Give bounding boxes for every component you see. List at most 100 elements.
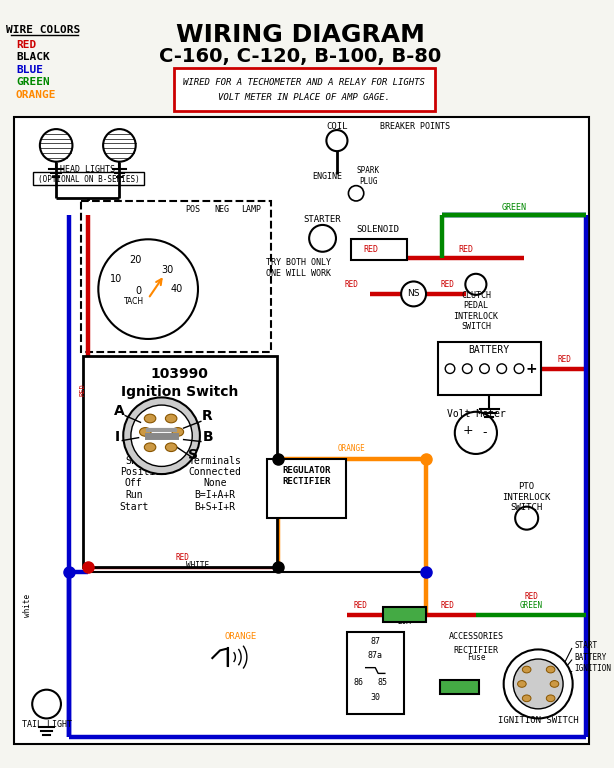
Text: RED: RED [524, 591, 538, 601]
Text: Off: Off [125, 478, 142, 488]
Text: RED: RED [557, 355, 571, 364]
Text: TAIL LIGHT: TAIL LIGHT [21, 720, 72, 729]
Text: 87a: 87a [368, 651, 383, 660]
Text: +: + [463, 425, 473, 438]
Text: CLUTCH
PEDAL
INTERLOCK
SWITCH: CLUTCH PEDAL INTERLOCK SWITCH [453, 291, 499, 331]
Text: BATTERY: BATTERY [575, 653, 607, 662]
Text: -: - [482, 426, 487, 439]
Text: SPARK
PLUG: SPARK PLUG [357, 167, 380, 186]
Text: B=I+A+R: B=I+A+R [195, 490, 236, 500]
Ellipse shape [172, 428, 184, 436]
Text: BLACK: BLACK [16, 52, 50, 62]
Bar [267, 458, 346, 518]
Text: Terminals
Connected: Terminals Connected [188, 455, 242, 477]
Text: 30: 30 [370, 694, 380, 702]
Text: WIRING DIAGRAM: WIRING DIAGRAM [176, 23, 425, 47]
Text: RED: RED [459, 245, 474, 253]
Text: 40: 40 [171, 284, 183, 294]
Text: white: white [23, 594, 32, 617]
Text: 20A: 20A [453, 682, 467, 691]
Text: RED: RED [79, 383, 85, 396]
Bar [351, 240, 407, 260]
Ellipse shape [139, 428, 151, 436]
Text: GREEN: GREEN [16, 77, 50, 87]
Text: Start: Start [119, 502, 149, 512]
Text: Volt Meter: Volt Meter [446, 409, 505, 419]
Circle shape [401, 281, 426, 306]
Ellipse shape [144, 414, 156, 423]
Text: WIRED FOR A TECHOMETER AND A RELAY FOR LIGHTS: WIRED FOR A TECHOMETER AND A RELAY FOR L… [184, 78, 426, 87]
Text: RED: RED [16, 40, 36, 50]
Text: BATTERY: BATTERY [468, 346, 510, 356]
Text: 85: 85 [378, 678, 388, 687]
Ellipse shape [144, 443, 156, 452]
Text: STARTER: STARTER [304, 215, 341, 224]
Circle shape [32, 690, 61, 718]
Circle shape [513, 659, 563, 709]
Bar [438, 342, 541, 395]
Bar [383, 607, 426, 621]
Text: IGNITION SWITCH: IGNITION SWITCH [498, 717, 578, 725]
Bar [440, 680, 479, 694]
Text: ORANGE: ORANGE [338, 444, 365, 453]
Text: Ignition Switch: Ignition Switch [121, 385, 238, 399]
Text: ACCESSORIES: ACCESSORIES [448, 632, 503, 641]
Ellipse shape [518, 680, 526, 687]
Text: TACH: TACH [123, 296, 144, 306]
Text: Run: Run [125, 490, 142, 500]
Text: 0: 0 [136, 286, 142, 296]
Text: ENGINE: ENGINE [313, 172, 343, 181]
Text: COIL: COIL [326, 122, 348, 131]
Text: LAMP: LAMP [241, 206, 261, 214]
Bar [33, 172, 144, 184]
Circle shape [98, 240, 198, 339]
Text: RED: RED [363, 245, 378, 253]
Bar [83, 356, 276, 567]
Text: BLUE: BLUE [16, 65, 43, 74]
Text: VOLT METER IN PLACE OF AMP GAGE.: VOLT METER IN PLACE OF AMP GAGE. [219, 93, 391, 102]
Text: WHITE: WHITE [187, 561, 209, 570]
Text: S: S [188, 448, 198, 462]
Text: RECTIFIER: RECTIFIER [453, 647, 499, 655]
Text: HEAD LIGHTS: HEAD LIGHTS [60, 165, 115, 174]
Ellipse shape [523, 666, 531, 673]
Ellipse shape [546, 666, 555, 673]
Text: RED: RED [176, 553, 190, 562]
Bar [346, 632, 404, 713]
Text: C-160, C-120, B-100, B-80: C-160, C-120, B-100, B-80 [160, 47, 441, 66]
Text: None: None [203, 478, 227, 488]
Bar [174, 68, 435, 111]
Text: WIRE COLORS: WIRE COLORS [6, 25, 80, 35]
Ellipse shape [550, 680, 559, 687]
Text: 20A: 20A [397, 617, 411, 626]
Text: Fuse: Fuse [467, 653, 485, 662]
Text: GREEN: GREEN [502, 203, 527, 212]
Text: IGNITION: IGNITION [575, 664, 612, 674]
Text: I: I [115, 429, 120, 444]
Text: RED: RED [440, 280, 454, 290]
Circle shape [503, 650, 573, 718]
Text: NEG: NEG [214, 206, 230, 214]
Text: R: R [202, 409, 213, 423]
Text: 20: 20 [130, 255, 142, 265]
Text: 87: 87 [370, 637, 380, 646]
Text: NS: NS [407, 290, 420, 299]
Text: +: + [526, 362, 537, 376]
Text: BREAKER POINTS: BREAKER POINTS [380, 122, 450, 131]
Text: SOLENOID: SOLENOID [357, 224, 400, 233]
Circle shape [123, 397, 200, 474]
Text: PTO
INTERLOCK
SWITCH: PTO INTERLOCK SWITCH [502, 482, 551, 512]
Ellipse shape [546, 695, 555, 702]
Text: 86: 86 [354, 678, 364, 687]
Text: B+S+I+R: B+S+I+R [195, 502, 236, 512]
Bar [14, 117, 589, 744]
Text: 103990: 103990 [151, 367, 209, 382]
Text: GREEN: GREEN [520, 601, 543, 611]
Ellipse shape [523, 695, 531, 702]
Text: ORANGE: ORANGE [16, 90, 56, 100]
Ellipse shape [165, 443, 177, 452]
Text: RED: RED [354, 601, 368, 611]
Text: ORANGE: ORANGE [225, 632, 257, 641]
Text: B: B [202, 429, 213, 444]
Text: TRY BOTH ONLY
ONE WILL WORK: TRY BOTH ONLY ONE WILL WORK [266, 258, 331, 278]
